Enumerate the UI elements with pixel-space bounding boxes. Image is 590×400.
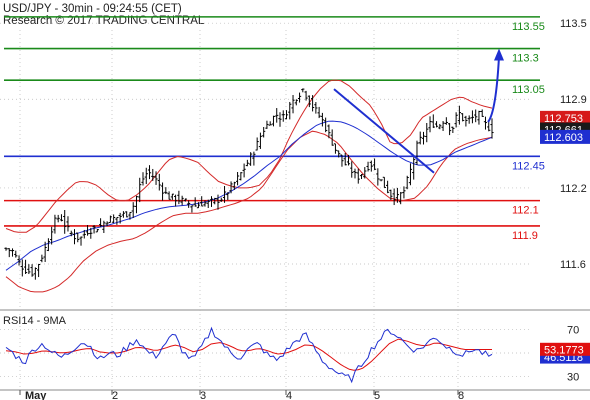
price-tag-box [540,110,590,125]
level-label: 113.55 [512,21,545,33]
rsi-ma-line [5,338,492,371]
rsi-title: RSI14 - 9MA [3,315,67,327]
x-tick-label: 8 [458,390,464,400]
level-label: 113.05 [512,84,545,96]
rsi-tick-label: 30 [567,371,579,383]
bollinger-lower-line [5,130,493,293]
downtrend-line [333,88,435,174]
level-label: 112.1 [512,205,539,217]
price-tag-box [540,129,590,144]
price-tag-label: 112.603 [544,132,583,144]
x-tick-label: 3 [200,390,206,400]
rsi-tick-label: 70 [567,325,579,337]
level-label: 112.45 [512,160,545,172]
arrow-head [494,48,504,61]
price-tag-label: 112.753 [544,113,583,125]
x-tick-label: 2 [112,390,118,400]
y-tick-label: 112.9 [560,94,587,106]
y-tick-label: 112.2 [560,183,587,195]
rsi-value-tag [540,342,590,356]
rsi-value-label: 53.1773 [544,344,584,356]
y-tick-label: 113.5 [560,18,587,30]
x-tick-label: 4 [286,390,292,400]
bollinger-upper-line [5,79,493,233]
level-label: 113.3 [512,53,539,65]
y-tick-label: 111.6 [560,259,586,271]
level-label: 111.9 [512,230,538,242]
chart-copyright: Research © 2017 TRADING CENTRAL [3,15,205,27]
x-tick-label: May [25,390,47,400]
rsi-line [5,326,493,384]
chart-title: USD/JPY - 30min - 09:24:55 (CET) [3,3,182,15]
moving-average-line [5,120,493,271]
projection-arrow [487,56,500,123]
x-tick-label: 5 [374,390,380,400]
